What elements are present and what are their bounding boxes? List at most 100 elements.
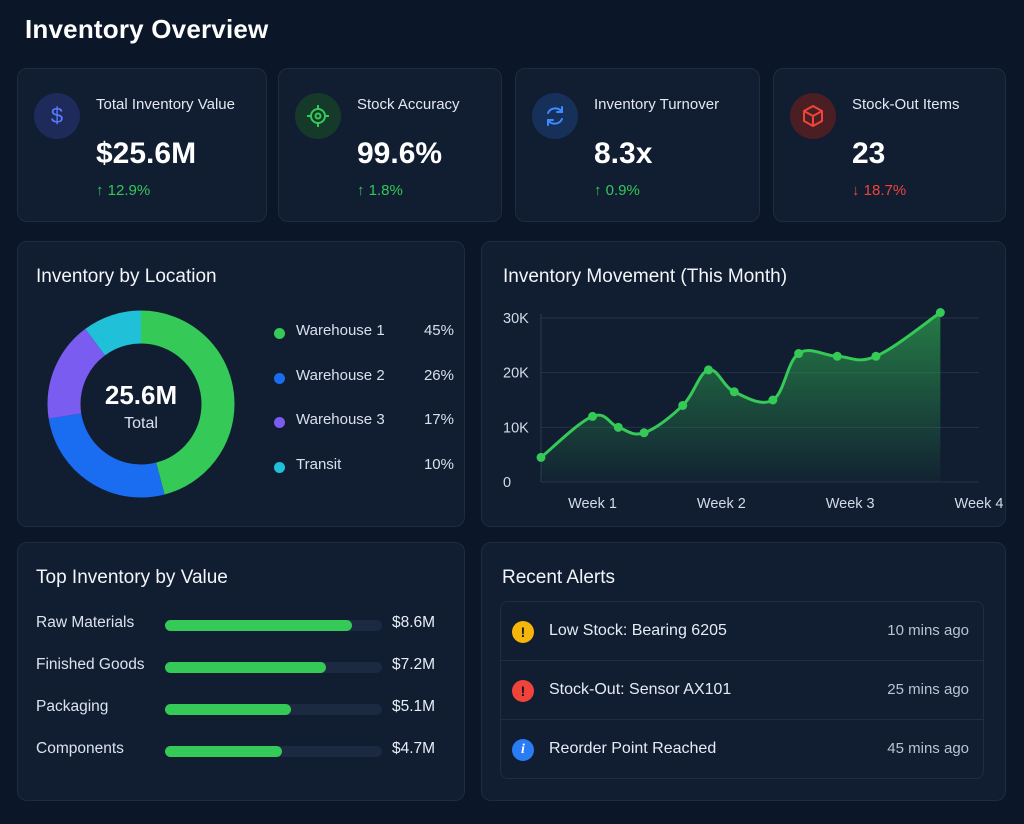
legend-dot <box>274 461 285 473</box>
donut-chart: 25.6M Total <box>47 310 235 498</box>
legend-pct: 26% <box>423 366 454 384</box>
bar-label: Components <box>36 740 124 757</box>
card-title: Inventory Movement (This Month) <box>503 266 788 287</box>
kpi-delta: ↑ 12.9% <box>96 182 151 199</box>
kpi-delta: ↑ 0.9% <box>594 182 640 199</box>
kpi-card-stock-out[interactable]: Stock-Out Items 23 ↓ 18.7% <box>773 68 1006 222</box>
target-icon <box>295 93 341 139</box>
dollar-icon: $ <box>34 93 80 139</box>
refresh-icon <box>532 93 578 139</box>
alerts-list: ! Low Stock: Bearing 6205 10 mins ago ! … <box>500 601 984 779</box>
svg-text:$: $ <box>51 104 63 128</box>
alert-row[interactable]: ! Stock-Out: Sensor AX101 25 mins ago <box>501 661 983 720</box>
legend-name: Transit <box>296 455 342 473</box>
data-point[interactable] <box>729 387 739 397</box>
legend-name: Warehouse 3 <box>296 411 385 428</box>
movement-card: Inventory Movement (This Month) 0 10K 20K 3… <box>481 241 1006 527</box>
bar-track <box>165 620 382 631</box>
bar-fill <box>165 746 283 757</box>
donut-center-label: Total <box>124 415 158 432</box>
card-title: Inventory by Location <box>36 266 217 287</box>
legend-pct: 45% <box>423 322 454 339</box>
legend-dot <box>274 372 285 384</box>
bar-track <box>165 704 382 715</box>
bar-track <box>165 662 382 673</box>
donut-center-value: 25.6M <box>105 380 177 410</box>
alert-time: 25 mins ago <box>887 681 969 698</box>
bar-value: $5.1M <box>392 698 436 715</box>
bar-value: $8.6M <box>392 614 436 631</box>
legend-item[interactable]: Warehouse 3 17% <box>274 411 454 456</box>
page-title: Inventory Overview <box>25 14 269 44</box>
legend-pct: 10% <box>423 455 454 473</box>
alert-row[interactable]: ! Low Stock: Bearing 6205 10 mins ago <box>501 602 983 661</box>
bar-track <box>165 746 382 757</box>
legend-dot <box>274 328 285 339</box>
alerts-card: Recent Alerts ! Low Stock: Bearing 6205 … <box>481 542 1006 801</box>
bar-row: Raw Materials $8.6M <box>36 614 456 634</box>
data-point[interactable] <box>639 428 649 438</box>
alert-row[interactable]: i Reorder Point Reached 45 mins ago <box>501 720 983 778</box>
y-tick-label: 0 <box>503 475 511 491</box>
kpi-value: 8.3x <box>594 137 653 170</box>
box-icon <box>790 93 836 139</box>
bar-label: Raw Materials <box>36 614 135 631</box>
alert-time: 10 mins ago <box>887 622 969 639</box>
bar-fill <box>165 662 326 673</box>
bar-label: Finished Goods <box>36 656 145 673</box>
data-point[interactable] <box>832 351 842 361</box>
bar-row: Packaging $5.1M <box>36 698 456 718</box>
kpi-value: $25.6M <box>96 137 197 170</box>
series-line <box>540 311 942 459</box>
kpi-label: Total Inventory Value <box>96 96 235 113</box>
info-icon: i <box>512 739 534 761</box>
legend-name: Warehouse 2 <box>296 366 385 384</box>
bar-label: Packaging <box>36 698 109 715</box>
error-icon: ! <box>512 680 534 702</box>
kpi-value: 23 <box>852 137 886 170</box>
x-tick-label: Week 1 <box>568 496 617 512</box>
data-point[interactable] <box>871 351 881 361</box>
bar-row: Finished Goods $7.2M <box>36 656 456 676</box>
donut-slice-0[interactable] <box>47 310 235 498</box>
kpi-card-stock-accuracy[interactable]: Stock Accuracy 99.6% ↑ 1.8% <box>278 68 502 222</box>
area-fill <box>541 312 941 482</box>
bar-fill <box>165 704 291 715</box>
kpi-delta: ↑ 1.8% <box>357 182 403 199</box>
legend-dot <box>274 417 285 428</box>
kpi-card-total-value[interactable]: $ Total Inventory Value $25.6M ↑ 12.9% <box>17 68 267 222</box>
alert-text: Stock-Out: Sensor AX101 <box>549 681 732 698</box>
x-tick-label: Week 3 <box>826 496 875 512</box>
warning-icon: ! <box>512 621 534 643</box>
y-tick-label: 20K <box>503 366 529 382</box>
movement-chart: 0 10K 20K 30K Week 1 Week 2 Week 3 Week 4 <box>503 308 1004 512</box>
alert-text: Low Stock: Bearing 6205 <box>549 622 727 639</box>
data-point[interactable] <box>768 395 778 405</box>
data-point[interactable] <box>613 422 623 432</box>
alert-text: Reorder Point Reached <box>549 740 717 757</box>
alert-time: 45 mins ago <box>887 740 969 757</box>
card-title: Recent Alerts <box>502 567 615 588</box>
data-point[interactable] <box>536 452 546 462</box>
legend-item[interactable]: Warehouse 1 45% <box>274 322 454 367</box>
data-point[interactable] <box>678 400 688 410</box>
kpi-value: 99.6% <box>357 137 443 170</box>
location-card: Inventory by Location 25.6M Total Wareho… <box>17 241 465 527</box>
donut-slice-2[interactable] <box>47 310 235 498</box>
legend-name: Warehouse 1 <box>296 322 385 339</box>
data-point[interactable] <box>794 349 804 359</box>
y-tick-label: 10K <box>503 420 529 436</box>
data-point[interactable] <box>588 411 598 421</box>
legend-item[interactable]: Warehouse 2 26% <box>274 367 454 412</box>
x-tick-label: Week 4 <box>955 496 1004 512</box>
legend: Warehouse 1 45% Warehouse 2 26% Warehous… <box>274 322 454 500</box>
card-title: Top Inventory by Value <box>36 567 228 588</box>
bar-fill <box>165 620 352 631</box>
kpi-card-turnover[interactable]: Inventory Turnover 8.3x ↑ 0.9% <box>515 68 760 222</box>
data-point[interactable] <box>703 365 713 375</box>
legend-item[interactable]: Transit 10% <box>274 456 454 501</box>
data-point[interactable] <box>935 308 945 318</box>
kpi-label: Stock-Out Items <box>852 96 960 113</box>
donut-slice-1[interactable] <box>47 310 235 498</box>
x-tick-label: Week 2 <box>697 496 746 512</box>
